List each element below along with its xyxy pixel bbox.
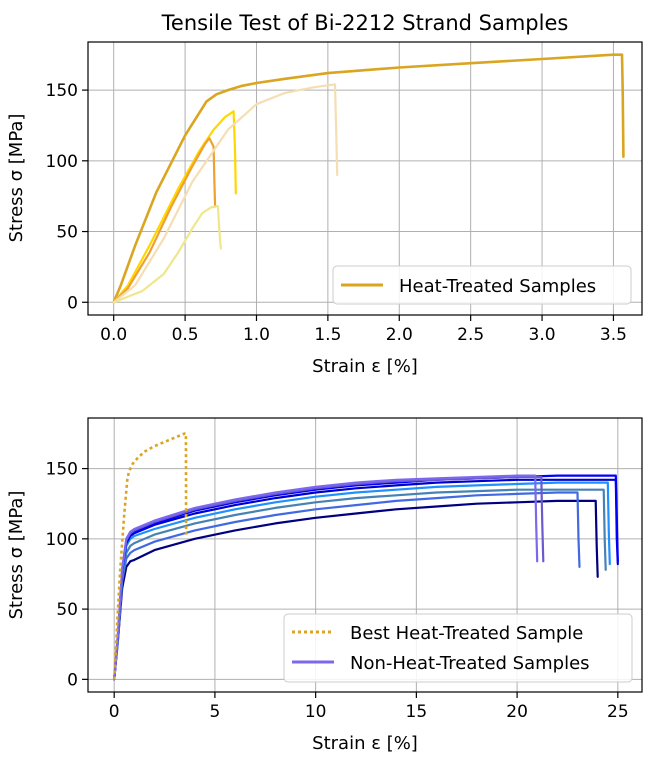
chart-bottom-ylabel: Stress σ [MPa] bbox=[6, 491, 27, 620]
chart-bottom-xtick-label: 5 bbox=[210, 702, 221, 722]
chart-bottom-ytick-label: 0 bbox=[67, 670, 78, 690]
chart-bottom-xlabel: Strain ε [%] bbox=[312, 733, 418, 754]
chart-bottom: 0 5 10 15 20 25 0 50 100 150 Strain ε [%] Stress … bbox=[6, 417, 643, 754]
chart-top-legend: Heat-Treated Samples bbox=[332, 265, 632, 305]
chart-top-xtick-label: 3.5 bbox=[600, 325, 627, 345]
chart-bottom-legend-label-non-heat-treated: Non-Heat-Treated Samples bbox=[350, 653, 590, 674]
chart-bottom-ticks: 0 5 10 15 20 25 0 50 100 150 bbox=[46, 460, 629, 722]
chart-bottom-xtick-label: 10 bbox=[305, 702, 327, 722]
chart-top-series-line-4 bbox=[112, 83, 339, 304]
chart-bottom-ytick-label: 150 bbox=[46, 460, 78, 480]
chart-top-ytick-label: 100 bbox=[46, 152, 78, 172]
chart-top-ytick-label: 50 bbox=[56, 223, 78, 243]
chart-bottom-series-line-9 bbox=[112, 432, 188, 680]
chart-top-frame bbox=[87, 41, 643, 316]
chart-top-xtick-label: 2.0 bbox=[386, 325, 413, 345]
chart-top-series-line-5 bbox=[112, 205, 222, 304]
chart-top-title: Tensile Test of Bi-2212 Strand Samples bbox=[161, 11, 569, 35]
chart-bottom-series-line-3 bbox=[113, 488, 607, 681]
chart-bottom-xtick-label: 20 bbox=[506, 702, 528, 722]
chart-top-legend-label-heat-treated: Heat-Treated Samples bbox=[399, 276, 596, 297]
chart-bottom-xtick-label: 25 bbox=[607, 702, 629, 722]
chart-top-series-line-3 bbox=[112, 137, 217, 304]
chart-bottom-series-line-2 bbox=[113, 491, 581, 681]
chart-bottom-xtick-label: 0 bbox=[109, 702, 120, 722]
chart-bottom-legend-label-best-heat-treated: Best Heat-Treated Sample bbox=[350, 623, 583, 644]
chart-top-ytick-label: 150 bbox=[46, 81, 78, 101]
chart-bottom-frame bbox=[87, 417, 643, 693]
chart-bottom-xtick-label: 15 bbox=[406, 702, 428, 722]
chart-top-ylabel: Stress σ [MPa] bbox=[6, 114, 27, 243]
chart-bottom-series-line-1 bbox=[113, 499, 599, 681]
chart-bottom-series-line-8 bbox=[113, 474, 539, 681]
chart-top-xtick-label: 3.0 bbox=[529, 325, 556, 345]
chart-top-series-line-1 bbox=[112, 53, 625, 304]
chart-top-ticks: 0.0 0.5 1.0 1.5 2.0 2.5 3.0 3.5 0 50 100 150 bbox=[46, 81, 627, 345]
chart-bottom-ytick-label: 50 bbox=[56, 600, 78, 620]
chart-top-xtick-label: 2.5 bbox=[457, 325, 484, 345]
chart-top-xtick-label: 0.5 bbox=[172, 325, 199, 345]
chart-top-series bbox=[112, 53, 625, 304]
chart-bottom-series bbox=[112, 432, 619, 681]
chart-bottom-legend-box bbox=[283, 613, 633, 683]
chart-bottom-ytick-label: 100 bbox=[46, 530, 78, 550]
chart-top-xtick-label: 1.0 bbox=[243, 325, 270, 345]
chart-bottom-grid bbox=[88, 418, 642, 692]
chart-top-xtick-label: 1.5 bbox=[314, 325, 341, 345]
chart-top-ytick-label: 0 bbox=[67, 293, 78, 313]
chart-top-xlabel: Strain ε [%] bbox=[312, 356, 418, 377]
chart-top: Tensile Test of Bi-2212 Strand Samples 0… bbox=[6, 11, 643, 377]
chart-top-legend-box bbox=[332, 265, 632, 305]
chart-bottom-legend: Best Heat-Treated Sample Non-Heat-Treate… bbox=[283, 613, 633, 683]
chart-top-xtick-label: 0.0 bbox=[100, 325, 127, 345]
